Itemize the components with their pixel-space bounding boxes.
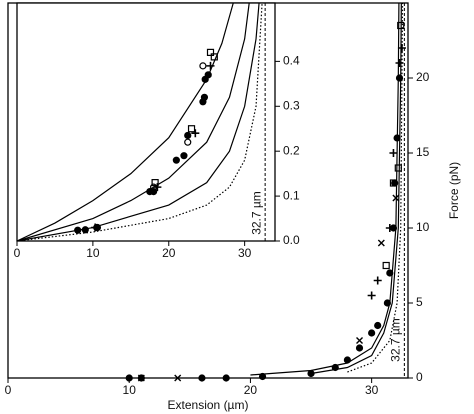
- y-tick-label: 0.4: [283, 54, 300, 68]
- x-tick-label: 30: [365, 383, 379, 397]
- data-point: [198, 374, 206, 382]
- x-tick-label: 0: [5, 383, 12, 397]
- model-curve: [347, 2, 404, 373]
- data-point: [184, 131, 192, 140]
- data-point: [187, 125, 196, 133]
- data-point: [174, 374, 182, 382]
- data-point: [200, 93, 209, 101]
- data-point: [374, 321, 382, 330]
- y-tick-label: 0: [416, 370, 423, 384]
- model-curve: [16, 2, 250, 242]
- data-point: [149, 183, 158, 191]
- inset-panel: 0 10 20 30 0.0 0.1 0.2 0.3 0.4 32.7 µm: [14, 2, 300, 260]
- y-tick-label: 0.1: [283, 188, 300, 202]
- annotation: 32.7 µm: [389, 318, 403, 362]
- x-axis-label: Extension (µm): [168, 398, 249, 412]
- x-tick-label: 10: [86, 246, 100, 260]
- data-point: [356, 337, 364, 344]
- data-point: [368, 329, 376, 337]
- data-point: [206, 48, 215, 56]
- data-point: [389, 149, 398, 157]
- model-curve: [16, 2, 234, 242]
- y-tick-label: 0.0: [283, 233, 300, 247]
- data-point: [377, 239, 385, 247]
- plot-frame: [16, 2, 276, 242]
- data-point: [184, 138, 192, 146]
- data-point: [191, 129, 200, 138]
- data-point: [137, 374, 145, 382]
- y-tick-label: 0.3: [283, 98, 300, 112]
- y-tick-label: 20: [416, 70, 430, 84]
- data-point: [199, 62, 207, 70]
- data-point: [367, 291, 376, 300]
- data-point: [222, 374, 230, 382]
- y-tick-label: 0.2: [283, 143, 300, 157]
- y-tick-label: 5: [416, 295, 423, 309]
- y-tick-label: 15: [416, 145, 430, 159]
- model-curve: [16, 2, 260, 242]
- data-point: [206, 61, 215, 70]
- model-curve: [250, 2, 400, 376]
- annotation: 32.7 µm: [249, 191, 263, 235]
- data-point: [382, 261, 390, 270]
- data-point: [385, 224, 394, 232]
- y-tick-label: 10: [416, 220, 430, 234]
- data-point: [373, 276, 382, 285]
- x-tick-label: 20: [244, 383, 258, 397]
- data-point: [180, 152, 188, 160]
- data-point: [125, 374, 133, 382]
- x-tick-label: 20: [162, 246, 176, 260]
- data-point: [355, 344, 364, 352]
- data-point: [172, 156, 180, 164]
- x-tick-label: 30: [238, 246, 252, 260]
- y-axis-label: Force (pN): [447, 162, 461, 219]
- x-tick-label: 0: [14, 246, 21, 260]
- model-curve: [310, 2, 402, 375]
- x-tick-label: 10: [123, 383, 137, 397]
